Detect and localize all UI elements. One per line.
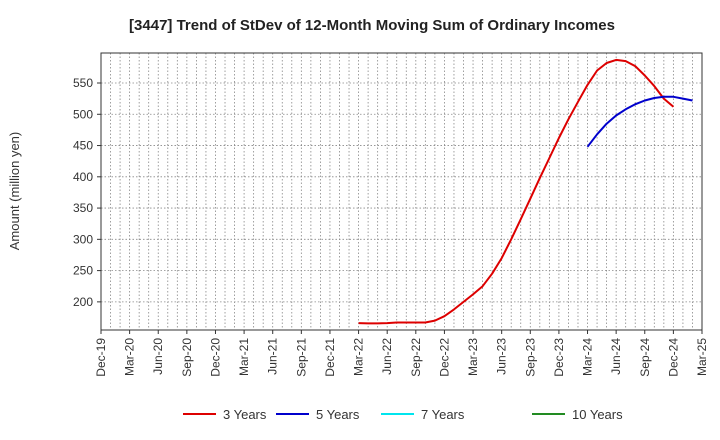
grid bbox=[101, 53, 702, 330]
series-line-5-years bbox=[586, 95, 693, 148]
x-tick-label: Jun-22 bbox=[380, 338, 394, 375]
legend: 3 Years 5 Years 7 Years 10 Years bbox=[183, 407, 623, 422]
legend-label: 3 Years bbox=[223, 407, 267, 422]
x-tick-label: Dec-24 bbox=[666, 338, 680, 377]
series-lines bbox=[358, 58, 693, 325]
x-tick-label: Jun-24 bbox=[609, 338, 623, 375]
x-tick-label: Dec-23 bbox=[552, 338, 566, 377]
y-tick-label: 250 bbox=[73, 264, 93, 278]
x-tick-label: Jun-20 bbox=[151, 338, 165, 375]
x-tick-label: Dec-19 bbox=[94, 338, 108, 377]
legend-label: 5 Years bbox=[316, 407, 360, 422]
x-tick-label: Dec-20 bbox=[208, 338, 222, 377]
x-tick-label: Jun-23 bbox=[495, 338, 509, 375]
x-tick-label: Mar-24 bbox=[581, 338, 595, 376]
chart-title: [3447] Trend of StDev of 12-Month Moving… bbox=[129, 17, 615, 34]
x-tick-label: Sep-21 bbox=[294, 338, 308, 377]
legend-label: 7 Years bbox=[421, 407, 465, 422]
y-tick-label: 300 bbox=[73, 232, 93, 246]
y-tick-label: 550 bbox=[73, 76, 93, 90]
series-line-3-years bbox=[358, 58, 675, 325]
x-tick-label: Mar-20 bbox=[123, 338, 137, 376]
x-tick-label: Sep-20 bbox=[180, 338, 194, 377]
y-axis-label: Amount (million yen) bbox=[7, 132, 22, 251]
x-tick-label: Mar-21 bbox=[237, 338, 251, 376]
y-axis-ticks: 200 250 300 350 400 450 500 550 bbox=[73, 76, 101, 309]
legend-label: 10 Years bbox=[572, 407, 623, 422]
x-axis-ticks: Dec-19 Mar-20 Jun-20 Sep-20 Dec-20 Mar-21 Jun-… bbox=[94, 330, 709, 377]
x-tick-label: Dec-21 bbox=[323, 338, 337, 377]
x-tick-label: Sep-22 bbox=[409, 338, 423, 377]
y-tick-label: 350 bbox=[73, 201, 93, 215]
y-tick-label: 450 bbox=[73, 139, 93, 153]
x-tick-label: Mar-22 bbox=[352, 338, 366, 376]
x-tick-label: Dec-22 bbox=[437, 338, 451, 377]
x-tick-label: Sep-24 bbox=[638, 338, 652, 377]
x-tick-label: Jun-21 bbox=[266, 338, 280, 375]
x-tick-label: Sep-23 bbox=[523, 338, 537, 377]
x-tick-label: Mar-25 bbox=[695, 338, 709, 376]
plot-area bbox=[100, 52, 703, 331]
y-tick-label: 400 bbox=[73, 170, 93, 184]
x-tick-label: Mar-23 bbox=[466, 338, 480, 376]
y-tick-label: 500 bbox=[73, 107, 93, 121]
y-tick-label: 200 bbox=[73, 295, 93, 309]
